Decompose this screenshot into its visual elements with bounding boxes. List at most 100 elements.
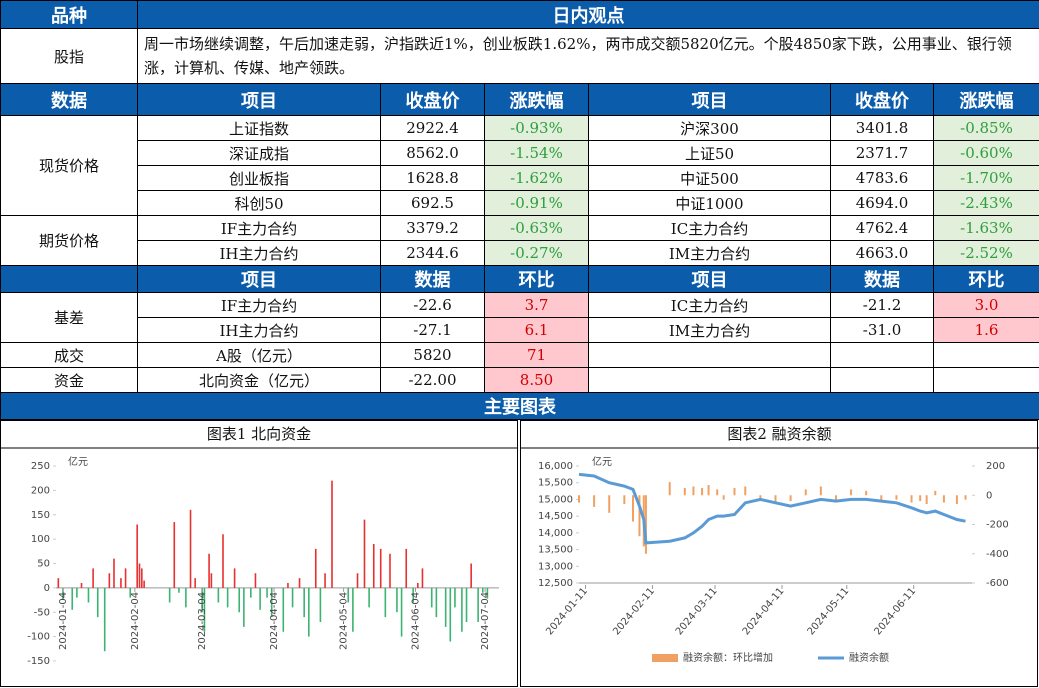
cell: 2344.6 bbox=[380, 240, 485, 266]
bar bbox=[850, 489, 853, 496]
header-cell bbox=[0, 265, 138, 293]
cell: 1.6 bbox=[933, 317, 1039, 343]
bar bbox=[934, 490, 937, 496]
bar bbox=[701, 487, 704, 496]
bar bbox=[486, 587, 489, 599]
cell: 项目 bbox=[588, 83, 831, 116]
row-label: 资金 bbox=[0, 367, 138, 393]
bar bbox=[819, 486, 822, 496]
bar bbox=[201, 587, 203, 613]
bar bbox=[103, 587, 106, 652]
cell: 创业板指 bbox=[137, 165, 381, 191]
bar bbox=[804, 489, 807, 496]
chart-title: 图表1 北向资金 bbox=[207, 425, 311, 443]
x-tick-label: 2024-07-04 bbox=[480, 592, 491, 650]
cell: 项目 bbox=[588, 265, 831, 293]
legend-swatch bbox=[652, 654, 678, 662]
y-tick-label: 150 bbox=[31, 510, 50, 521]
y2-tick-label: 200 bbox=[986, 461, 1005, 472]
bar bbox=[347, 587, 350, 603]
bar bbox=[405, 548, 408, 588]
cell: IC主力合约 bbox=[588, 215, 831, 241]
y-tick-label: -50 bbox=[34, 607, 50, 618]
x-tick-label: 2024-03-11 bbox=[674, 586, 720, 638]
bar bbox=[210, 573, 213, 588]
bar bbox=[80, 583, 83, 588]
bar bbox=[71, 587, 74, 610]
cell: 71 bbox=[484, 342, 589, 368]
cell: 期货价格 bbox=[0, 215, 138, 266]
y-tick-label: 14,000 bbox=[538, 528, 573, 539]
bar bbox=[412, 587, 414, 603]
bar bbox=[113, 558, 115, 588]
bar bbox=[925, 495, 928, 505]
x-tick-label: 2024-05-04 bbox=[339, 592, 350, 650]
cell: IM主力合约 bbox=[588, 317, 831, 343]
bar bbox=[331, 480, 333, 588]
bar bbox=[124, 568, 127, 588]
bar bbox=[461, 587, 463, 632]
y-tick-label: 15,500 bbox=[538, 478, 573, 489]
bar bbox=[136, 524, 138, 588]
bar bbox=[189, 509, 192, 588]
cell: 现货价格 bbox=[0, 115, 138, 216]
bar bbox=[744, 486, 747, 496]
cell: -1.63% bbox=[933, 215, 1039, 241]
cell: 2371.7 bbox=[830, 140, 934, 166]
bar bbox=[308, 587, 310, 637]
bar bbox=[324, 573, 326, 588]
bar bbox=[919, 495, 922, 502]
bar bbox=[964, 495, 967, 500]
bar bbox=[143, 580, 145, 588]
bar bbox=[372, 544, 375, 588]
cell: -22.00 bbox=[380, 367, 485, 393]
cell: 8562.0 bbox=[380, 140, 485, 166]
cell: -1.62% bbox=[484, 165, 589, 191]
cell: 6.1 bbox=[484, 317, 589, 343]
cell: 项目 bbox=[137, 83, 381, 116]
x-tick-label: 2024-01-04 bbox=[58, 592, 69, 650]
bar bbox=[910, 495, 913, 503]
row-label: 股指 bbox=[0, 28, 138, 84]
cell: 4694.0 bbox=[830, 190, 934, 216]
chart-frame bbox=[0, 420, 518, 687]
bar bbox=[955, 495, 958, 505]
bar bbox=[384, 587, 387, 618]
bar bbox=[203, 587, 206, 632]
bar bbox=[226, 587, 229, 608]
cell: IM主力合约 bbox=[588, 240, 831, 266]
bar bbox=[243, 587, 245, 627]
cell: 科创50 bbox=[137, 190, 381, 216]
cell: -21.2 bbox=[830, 292, 934, 318]
y-tick-label: 200 bbox=[31, 485, 50, 496]
bar bbox=[222, 534, 224, 588]
cell: IF主力合约 bbox=[137, 292, 381, 318]
bar bbox=[444, 587, 447, 627]
bar bbox=[683, 487, 686, 496]
y2-tick-label: 0 bbox=[986, 490, 992, 501]
bar bbox=[178, 587, 180, 593]
bar bbox=[400, 587, 403, 637]
x-tick-label: 2024-06-04 bbox=[411, 592, 422, 650]
cell: 项目 bbox=[137, 265, 381, 293]
y-tick-label: -150 bbox=[27, 656, 50, 667]
x-tick-label: 2024-04-04 bbox=[269, 592, 280, 650]
bar bbox=[266, 587, 268, 598]
bar bbox=[303, 587, 305, 618]
bar bbox=[314, 548, 317, 588]
y-tick-label: 100 bbox=[31, 534, 50, 545]
bar bbox=[173, 522, 176, 588]
bar bbox=[942, 495, 945, 503]
y2-tick-label: -400 bbox=[986, 549, 1009, 560]
bar bbox=[396, 587, 398, 613]
header-cell: 品种 bbox=[0, 0, 138, 29]
cell: -2.43% bbox=[933, 190, 1039, 216]
viewpoint-text: 周一市场继续调整，午后加速走弱，沪指跌近1%，创业板跌1.62%，两市成交额58… bbox=[137, 28, 1039, 84]
cell: 中证1000 bbox=[588, 190, 831, 216]
cell: 涨跌幅 bbox=[933, 83, 1039, 116]
cell: -22.6 bbox=[380, 292, 485, 318]
bar bbox=[129, 587, 132, 598]
bar bbox=[368, 587, 370, 608]
legend-label: 融资余额：环比增加 bbox=[683, 651, 773, 664]
